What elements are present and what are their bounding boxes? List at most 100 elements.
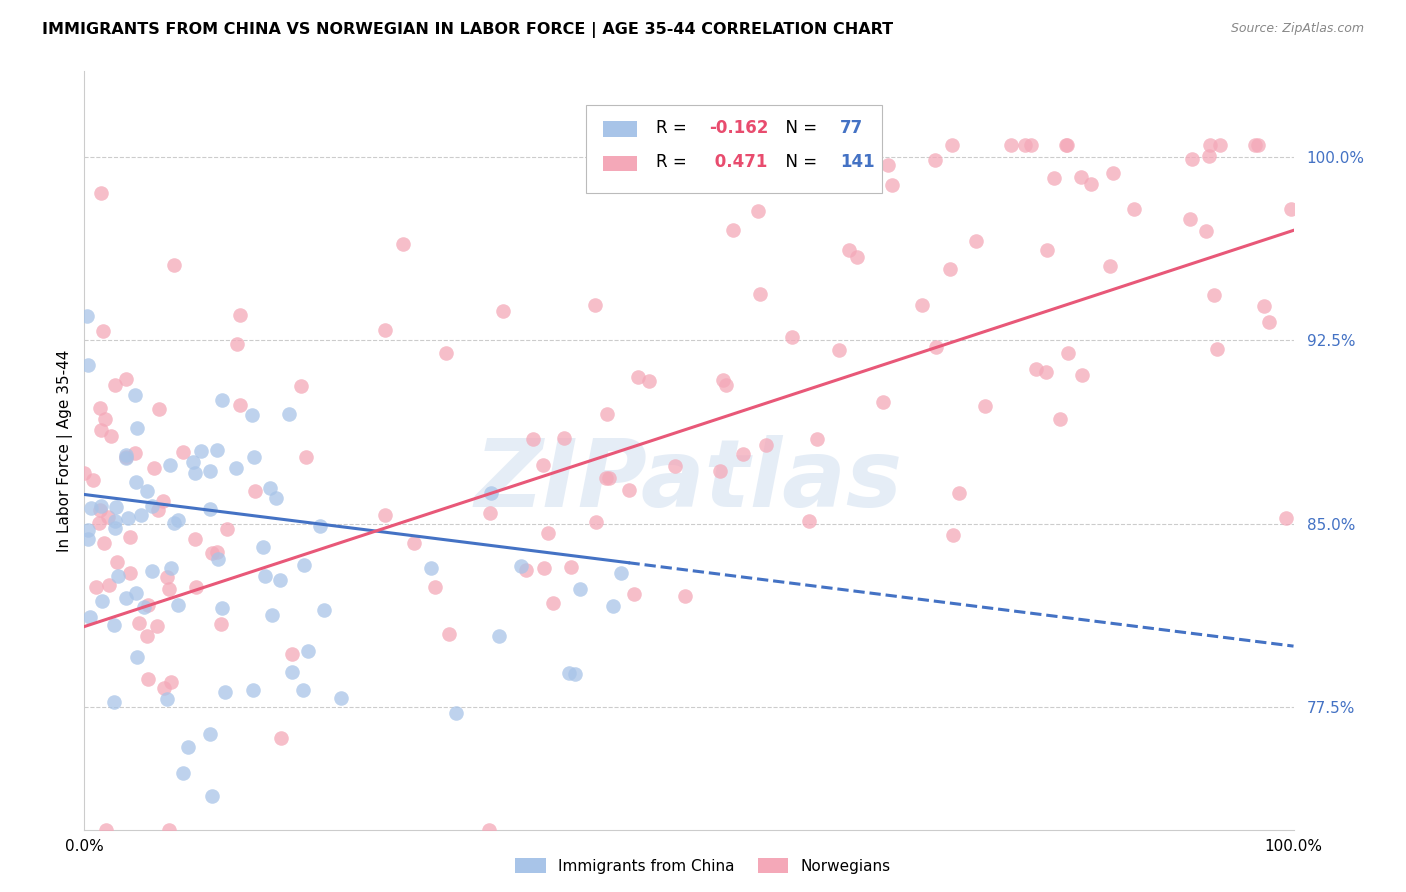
Point <box>1195 223 1218 237</box>
Point <box>664 458 686 473</box>
Point <box>91 324 114 338</box>
Point <box>211 392 233 407</box>
Point <box>716 378 738 392</box>
Point <box>77 524 100 538</box>
Point <box>114 448 136 462</box>
Point <box>745 164 768 178</box>
Point <box>974 400 997 414</box>
Point <box>201 546 224 560</box>
Point <box>115 591 138 605</box>
Point <box>209 617 232 632</box>
Point <box>553 431 575 445</box>
Point <box>253 569 276 583</box>
Point <box>583 297 606 311</box>
Point <box>924 153 946 167</box>
Point <box>1070 169 1092 184</box>
Point <box>90 186 112 200</box>
Point <box>107 569 129 583</box>
Point <box>1099 259 1122 273</box>
Point <box>295 450 318 464</box>
Point <box>1019 137 1042 152</box>
Point <box>159 561 181 575</box>
Point <box>531 458 554 473</box>
Text: -0.162: -0.162 <box>710 120 769 137</box>
Point <box>156 692 179 706</box>
Point <box>80 501 103 516</box>
Point <box>860 163 883 178</box>
Point <box>118 566 141 580</box>
Point <box>1071 368 1094 382</box>
Point <box>434 345 457 359</box>
Point <box>159 458 181 473</box>
Point <box>104 514 127 528</box>
Point <box>124 388 146 402</box>
Point <box>181 455 204 469</box>
Point <box>446 706 468 720</box>
Point <box>751 154 773 169</box>
Point <box>76 358 98 372</box>
Point <box>479 506 502 520</box>
Point <box>1056 137 1078 152</box>
Point <box>259 481 281 495</box>
Point <box>201 789 224 804</box>
Point <box>136 599 159 613</box>
Point <box>602 599 624 614</box>
Point <box>190 444 212 458</box>
Point <box>104 521 127 535</box>
Point <box>827 343 849 357</box>
Point <box>1042 170 1064 185</box>
Bar <box>603 121 637 137</box>
Point <box>146 503 169 517</box>
Point <box>129 508 152 522</box>
Point <box>1178 211 1201 226</box>
Text: 0.471: 0.471 <box>710 153 768 171</box>
Point <box>1049 412 1071 426</box>
Point <box>125 586 148 600</box>
Point <box>711 373 734 387</box>
Point <box>1056 137 1078 152</box>
Point <box>748 287 770 301</box>
Point <box>136 672 159 686</box>
Point <box>1198 149 1220 163</box>
Point <box>492 304 515 318</box>
Point <box>155 570 177 584</box>
Point <box>105 555 128 569</box>
Point <box>184 580 207 594</box>
Point <box>425 580 447 594</box>
Point <box>1080 177 1102 191</box>
Point <box>153 681 176 695</box>
Point <box>1209 137 1232 152</box>
Point <box>146 619 169 633</box>
Point <box>142 461 165 475</box>
Text: R =: R = <box>657 153 692 171</box>
Point <box>117 511 139 525</box>
Point <box>228 308 250 322</box>
Point <box>125 475 148 490</box>
Point <box>510 559 533 574</box>
Point <box>522 432 544 446</box>
Point <box>225 461 247 475</box>
Point <box>264 491 287 505</box>
Point <box>103 618 125 632</box>
Point <box>938 262 960 277</box>
Text: 141: 141 <box>841 153 875 171</box>
Point <box>242 683 264 698</box>
Point <box>941 137 963 152</box>
Point <box>278 407 301 421</box>
Point <box>585 515 607 529</box>
Point <box>104 500 127 515</box>
Point <box>163 258 186 272</box>
Point <box>948 485 970 500</box>
Point <box>558 665 581 680</box>
Point <box>172 766 194 780</box>
Text: R =: R = <box>657 120 692 137</box>
Point <box>292 683 315 698</box>
Point <box>564 667 586 681</box>
Point <box>152 493 174 508</box>
Point <box>215 522 238 536</box>
Point <box>76 310 98 324</box>
Point <box>103 695 125 709</box>
Point <box>135 483 157 498</box>
Point <box>1243 137 1265 152</box>
Point <box>838 243 860 257</box>
